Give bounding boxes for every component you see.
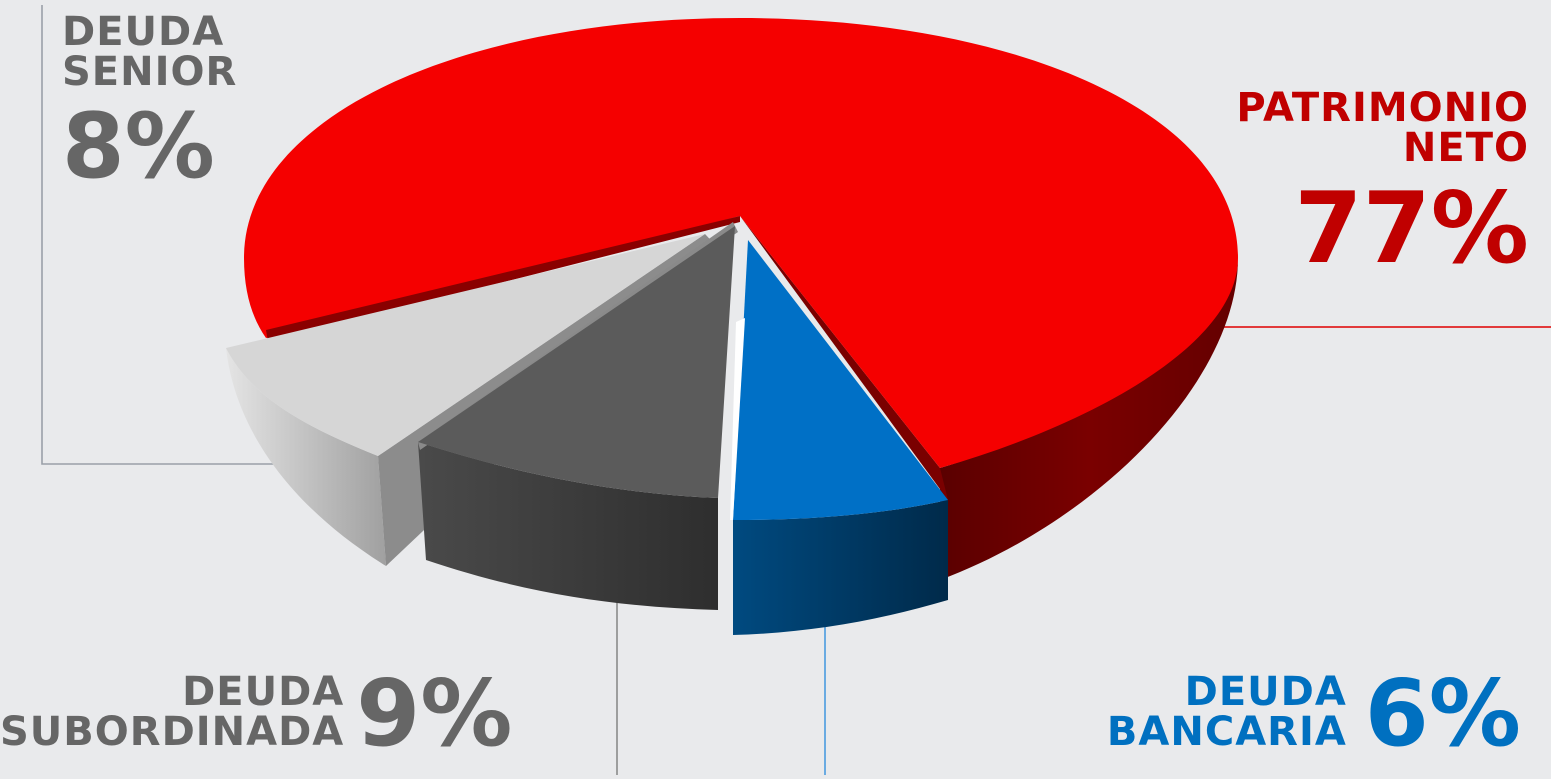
slice-patrimonio-side: [940, 258, 1238, 580]
label-bancaria-line2: BANCARIA: [1106, 709, 1347, 755]
label-patrimonio-value: 77%: [1294, 172, 1529, 286]
label-bancaria-line1: DEUDA: [1184, 669, 1347, 715]
leader-line-senior: [41, 5, 280, 465]
slice-subordinada-side: [418, 442, 718, 610]
slice-patrimonio-neto: [244, 18, 1238, 580]
slice-patrimonio-wall: [740, 216, 948, 500]
label-subordinada-line2: SUBORDINADA: [0, 709, 345, 755]
slice-subordinada-top: [418, 226, 735, 498]
slice-patrimonio-top: [244, 18, 1238, 468]
label-patrimonio-neto: PATRIMONIO NETO 77%: [1236, 88, 1529, 278]
slice-bancaria-top: [733, 240, 948, 520]
label-deuda-subordinada: DEUDA SUBORDINADA 9%: [0, 668, 512, 760]
label-subordinada-line1: DEUDA: [182, 669, 345, 715]
label-deuda-bancaria: DEUDA BANCARIA 6%: [1106, 668, 1521, 760]
label-patrimonio-line2: NETO: [1402, 125, 1529, 171]
slice-bancaria-side: [733, 500, 948, 635]
slice-senior-top: [226, 234, 705, 456]
slice-deuda-bancaria: [730, 240, 948, 635]
label-senior-line2: SENIOR: [62, 49, 238, 95]
label-patrimonio-line1: PATRIMONIO: [1236, 85, 1529, 131]
slice-senior-side: [226, 348, 386, 566]
label-subordinada-value: 9%: [356, 660, 513, 767]
label-senior-line1: DEUDA: [62, 9, 225, 55]
slice-bancaria-notch: [730, 318, 745, 520]
label-deuda-senior: DEUDA SENIOR 8%: [62, 12, 237, 192]
slice-deuda-subordinada: [418, 222, 738, 610]
label-bancaria-value: 6%: [1364, 660, 1521, 767]
label-senior-value: 8%: [62, 94, 215, 199]
